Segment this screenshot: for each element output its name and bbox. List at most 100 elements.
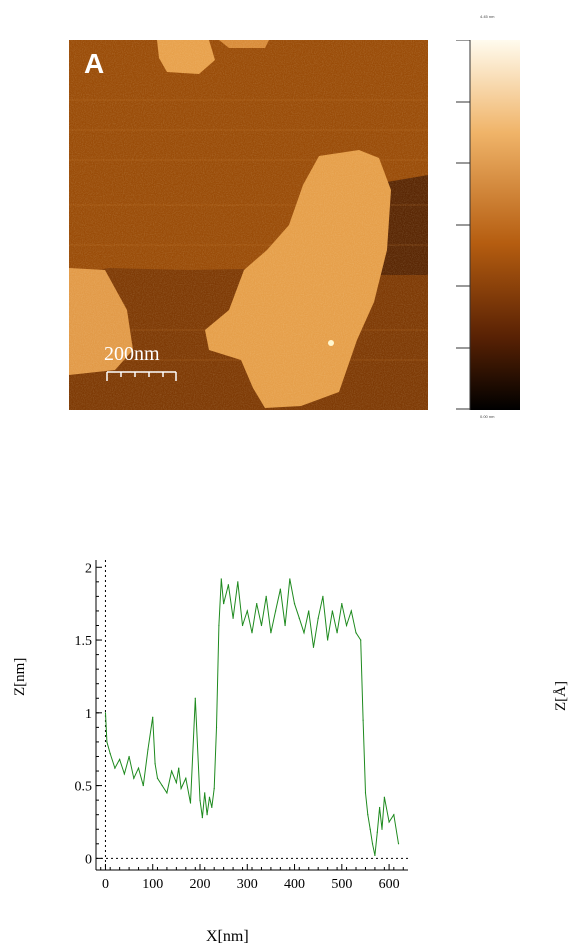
y-tick-label: 0 (85, 852, 92, 867)
profile-data-point (232, 617, 234, 619)
profile-data-point (106, 741, 108, 743)
colorbar-gradient (470, 40, 520, 410)
y-tick-label: 2 (85, 561, 92, 576)
profile-data-point (256, 603, 258, 605)
profile-data-point (152, 716, 154, 718)
profile-data-point (104, 712, 107, 714)
profile-data-point (218, 624, 220, 627)
profile-data-point (293, 603, 296, 605)
profile-data-point (208, 796, 211, 798)
profile-data-point (341, 603, 343, 605)
profile-data-point (154, 763, 156, 765)
profile-data-point (137, 767, 140, 769)
profile-data-point (206, 814, 208, 816)
y-axis-label-secondary: Z[Å] (553, 681, 569, 711)
profile-data-point (303, 632, 305, 634)
profile-data-point (265, 595, 267, 597)
scale-bar (106, 371, 177, 381)
profile-data-point (374, 854, 376, 857)
profile-data-point (211, 806, 213, 809)
profile-data-point (279, 588, 281, 590)
profile-data-point (308, 610, 310, 612)
profile-data-point (376, 831, 378, 833)
profile-data-point (147, 748, 149, 750)
height-profile-chart: 0 0.5 1 1.5 2 0 100 200 300 400 500 600 (75, 560, 408, 892)
profile-data-point (260, 624, 263, 627)
profile-data-point (175, 782, 177, 784)
profile-data-point (388, 821, 390, 823)
afm-topography-image (69, 40, 428, 410)
profile-data-point (331, 610, 333, 612)
profile-data-point (109, 752, 111, 755)
x-tick-label: 500 (331, 877, 352, 892)
profile-data-point (270, 632, 272, 634)
profile-data-point (156, 777, 159, 779)
profile-data-point (133, 777, 135, 779)
x-tick-label: 300 (237, 877, 258, 892)
colorbar-min-label: 0.00 nm (480, 414, 495, 419)
y-tick-label: 1.5 (75, 634, 93, 649)
profile-data-point (189, 802, 192, 804)
profile-data-point (166, 792, 168, 794)
x-tick-label: 100 (142, 877, 163, 892)
profile-data-point (350, 610, 352, 612)
x-axis-label: X[nm] (206, 928, 249, 945)
colorbar-max-label: 4.45 nm (480, 14, 495, 19)
afm-panel: A 200nm 4.45 nm 0.00 n (0, 0, 576, 440)
scale-bar-label: 200nm (104, 343, 160, 365)
profile-data-point (142, 784, 144, 787)
x-tick-label: 600 (379, 877, 400, 892)
profile-data-point (275, 610, 277, 612)
profile-data-point (360, 639, 362, 641)
profile-data-point (379, 806, 381, 809)
profile-data-point (123, 773, 125, 775)
profile-data-point (322, 595, 324, 597)
x-tick-label: 200 (190, 877, 211, 892)
profile-data-point (367, 814, 369, 816)
profile-data-point (215, 726, 218, 728)
profile-data-point (220, 578, 222, 580)
profile-data-point (194, 697, 196, 699)
profile-data-point (237, 581, 239, 583)
profile-data-point (251, 632, 253, 634)
profile-data-point (178, 767, 180, 769)
profile-data-point (364, 792, 367, 794)
profile-data-point (312, 646, 315, 648)
panel-letter: A (84, 48, 105, 79)
profile-data-point (298, 617, 300, 619)
profile-data-point (161, 784, 163, 787)
profile-data-point (336, 632, 338, 634)
x-tick-label: 0 (102, 877, 109, 892)
profile-data-point (227, 584, 229, 586)
y-tick-label: 0.5 (75, 780, 93, 795)
profile-data-point (355, 632, 357, 634)
profile-data-point (114, 767, 116, 769)
y-axis-label: Z[nm] (12, 657, 28, 696)
profile-data-point (327, 639, 329, 641)
profile-data-point (204, 792, 206, 794)
profile-series-line (105, 578, 399, 856)
profile-data-point (241, 624, 244, 627)
surface-grain (69, 40, 428, 410)
profile-data-point (213, 787, 215, 790)
profile-data-point (223, 603, 225, 605)
y-tick-label: 1 (85, 707, 92, 722)
profile-data-point (393, 814, 395, 816)
profile-data-point (128, 755, 130, 758)
profile-data-point (185, 777, 187, 779)
profile-data-point (317, 617, 319, 619)
profile-data-point (383, 796, 385, 798)
particle-dot (328, 340, 334, 346)
profile-data-point (284, 624, 286, 627)
profile-data-point (371, 843, 374, 845)
profile-data-point (171, 770, 173, 772)
profile-data-point (119, 758, 121, 760)
profile-data-point (201, 817, 203, 819)
profile-data-point (381, 828, 383, 830)
profile-data-point (369, 828, 371, 830)
profile-data-point (397, 843, 400, 845)
x-tick-label: 400 (284, 877, 305, 892)
profile-data-point (362, 719, 364, 721)
profile-data-point (289, 578, 291, 580)
profile-data-point (246, 610, 248, 612)
